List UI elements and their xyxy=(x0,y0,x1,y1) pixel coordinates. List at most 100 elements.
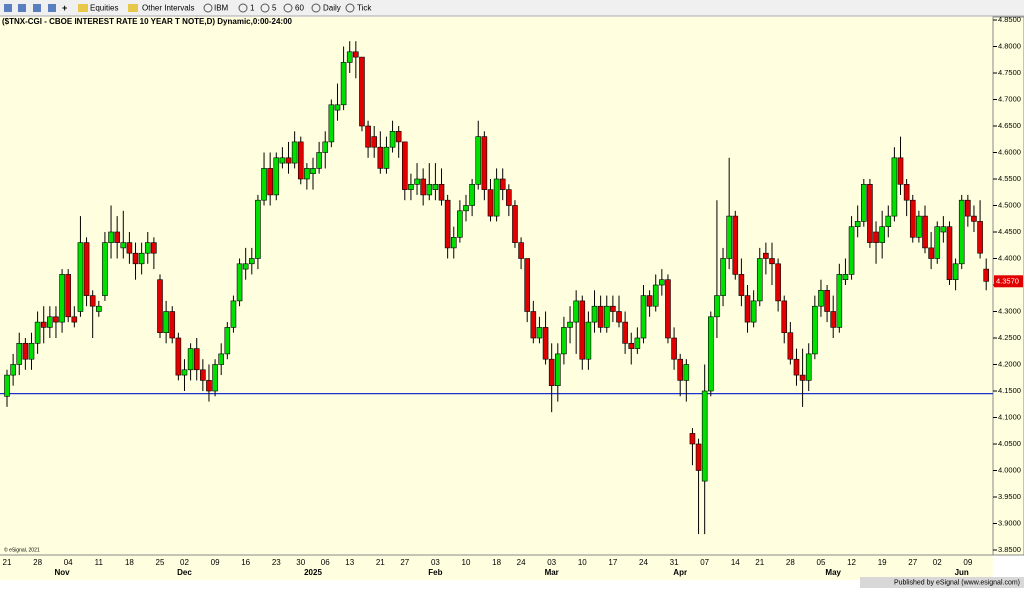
toolbar-item[interactable]: IBM xyxy=(214,4,229,13)
candle-body xyxy=(946,226,953,280)
toolbar-item[interactable]: Daily xyxy=(323,4,341,13)
candle-body xyxy=(812,305,818,355)
y-tick-label: 4.5500 xyxy=(998,174,1021,183)
y-tick-label: 4.4000 xyxy=(998,253,1021,262)
candle-body xyxy=(383,146,390,169)
candle-body xyxy=(720,258,726,296)
candle-body xyxy=(616,311,622,323)
candle-body xyxy=(175,337,182,376)
y-tick-label: 3.8500 xyxy=(998,545,1021,554)
candle-body xyxy=(854,221,861,227)
icon xyxy=(238,3,248,13)
candle-body xyxy=(867,184,873,243)
toolbar-item[interactable]: 5 xyxy=(272,4,277,13)
candle-body xyxy=(805,353,812,381)
candle-body xyxy=(126,242,133,254)
candle-body xyxy=(414,178,420,185)
y-tick-label: 4.8000 xyxy=(998,41,1021,50)
y-tick-label: 4.5000 xyxy=(998,200,1021,209)
candle-body xyxy=(493,178,500,217)
y-tick-label: 4.4500 xyxy=(998,227,1021,236)
toolbar-item[interactable]: 1 xyxy=(250,4,255,13)
x-tick-label: 09 xyxy=(211,558,220,567)
candle-body xyxy=(401,141,408,190)
month-label: Dec xyxy=(177,568,192,577)
candle-body xyxy=(885,215,892,228)
x-tick-label: 31 xyxy=(670,558,679,567)
candle-body xyxy=(622,321,628,344)
candle-body xyxy=(738,274,745,296)
candle-body xyxy=(897,157,904,185)
candle-body xyxy=(524,258,531,312)
candle-body xyxy=(310,168,316,174)
candle-body xyxy=(138,252,145,265)
candle-body xyxy=(836,274,843,328)
candle-body xyxy=(255,199,261,259)
candle-body xyxy=(249,258,255,265)
x-tick-label: 21 xyxy=(755,558,764,567)
candle-body xyxy=(120,242,127,249)
month-label: Mar xyxy=(545,568,559,577)
y-tick-label: 4.1500 xyxy=(998,386,1021,395)
candle-body xyxy=(16,342,23,365)
candle-body xyxy=(646,295,653,307)
candle-body xyxy=(28,342,35,360)
x-tick-label: 06 xyxy=(321,558,330,567)
candle-body xyxy=(475,136,482,185)
candle-body xyxy=(707,316,714,392)
x-tick-label: 16 xyxy=(241,558,250,567)
toolbar-item[interactable]: Tick xyxy=(357,4,372,13)
month-label: Jun xyxy=(955,568,969,577)
toolbar-item[interactable]: 60 xyxy=(295,4,304,13)
candle-body xyxy=(328,104,335,143)
toolbar-icons: + xyxy=(4,3,355,13)
icon xyxy=(283,3,293,13)
y-tick-label: 4.0500 xyxy=(998,439,1021,448)
candle-body xyxy=(677,358,684,381)
x-tick-label: 24 xyxy=(517,558,526,567)
x-tick-label: 28 xyxy=(786,558,795,567)
candle-body xyxy=(108,231,114,243)
x-tick-label: 07 xyxy=(700,558,709,567)
candle-body xyxy=(22,342,29,360)
candle-body xyxy=(934,226,941,259)
x-tick-label: 21 xyxy=(376,558,385,567)
month-label: 2025 xyxy=(304,568,322,577)
candle-body xyxy=(744,295,751,323)
toolbar-item[interactable]: Other Intervals xyxy=(142,4,194,13)
candle-body xyxy=(481,136,488,190)
icon xyxy=(203,3,213,13)
candle-body xyxy=(689,433,696,445)
candle-body xyxy=(554,353,561,386)
candle-body xyxy=(47,316,53,328)
candle-body xyxy=(983,268,990,282)
y-tick-label: 4.8500 xyxy=(998,15,1021,24)
candle-body xyxy=(799,374,806,381)
candle-body xyxy=(102,242,108,296)
candle-body xyxy=(665,279,671,339)
candle-body xyxy=(860,184,867,222)
candle-body xyxy=(77,242,84,312)
toolbar-item[interactable]: Equities xyxy=(90,4,118,13)
candle-body xyxy=(273,157,280,196)
candle-body xyxy=(365,125,371,148)
candle-body xyxy=(322,141,329,153)
candle-body xyxy=(585,321,592,360)
candle-body xyxy=(634,337,641,349)
candle-body xyxy=(591,305,598,323)
x-tick-label: 10 xyxy=(578,558,587,567)
candle-body xyxy=(432,184,439,190)
candle-body xyxy=(499,178,506,190)
candle-body xyxy=(408,184,414,190)
candle-body xyxy=(518,242,524,259)
candle-body xyxy=(230,300,237,328)
x-tick-label: 04 xyxy=(64,558,73,567)
candle-body xyxy=(200,369,206,381)
x-tick-label: 23 xyxy=(272,558,281,567)
x-tick-label: 17 xyxy=(608,558,617,567)
candle-body xyxy=(603,305,610,328)
candle-body xyxy=(457,210,463,238)
candle-body xyxy=(444,199,451,249)
x-tick-label: 09 xyxy=(963,558,972,567)
candle-body xyxy=(285,157,292,164)
